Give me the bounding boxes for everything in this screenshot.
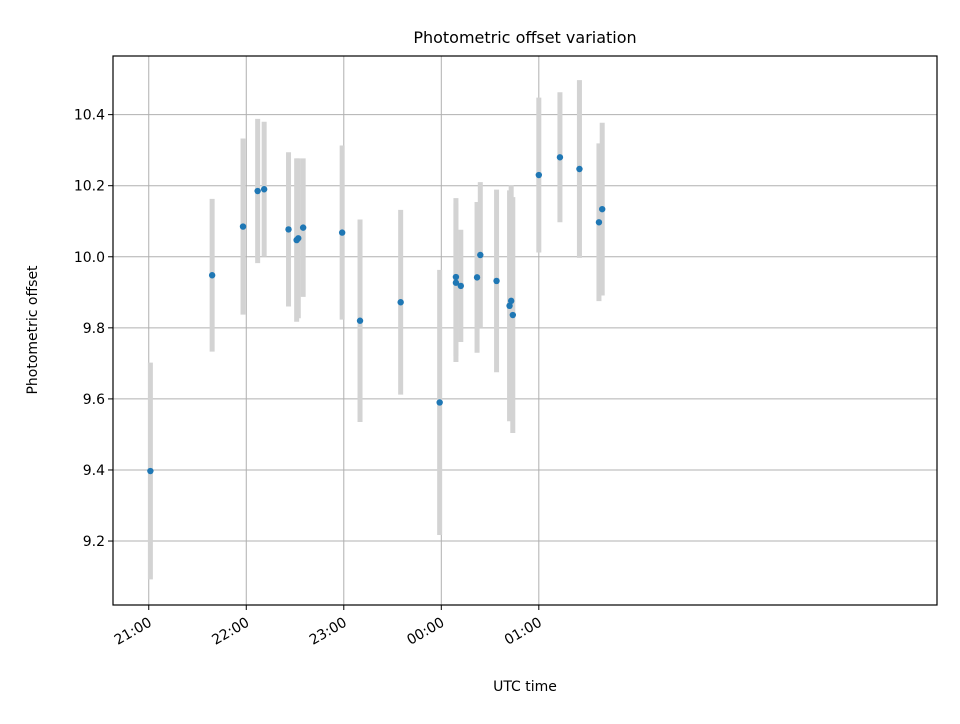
data-point — [147, 467, 154, 475]
data-point — [239, 223, 247, 230]
y-tick-label: 10.0 — [74, 250, 105, 266]
data-point — [208, 272, 216, 279]
data-point — [556, 154, 564, 161]
x-tick-label: 21:00 — [112, 615, 155, 649]
data-point — [477, 251, 484, 259]
data-point — [338, 229, 346, 236]
data-point — [285, 226, 292, 233]
data-point — [436, 399, 443, 406]
data-points — [147, 154, 606, 475]
y-tick-label: 9.2 — [83, 534, 105, 550]
y-tick-label: 9.4 — [83, 463, 105, 479]
chart-title: Photometric offset variation — [413, 28, 636, 47]
data-point — [509, 311, 517, 319]
data-point — [452, 273, 460, 281]
y-tick-label: 10.2 — [74, 179, 105, 195]
data-point — [473, 274, 481, 281]
data-point — [299, 224, 307, 231]
x-tick-label: 23:00 — [307, 615, 350, 649]
data-point — [254, 187, 261, 195]
plot-frame — [112, 55, 938, 606]
y-tick-label: 9.8 — [83, 321, 105, 337]
data-point — [260, 186, 268, 193]
data-point — [356, 317, 364, 324]
data-point — [452, 279, 460, 286]
grid — [113, 56, 937, 605]
data-point — [397, 299, 404, 306]
data-point — [295, 235, 302, 242]
data-point — [535, 171, 543, 179]
x-axis-label: UTC time — [493, 679, 557, 695]
data-point — [507, 297, 515, 305]
x-axis-ticks: 21:00 22:00 23:00 00:00 01:00 — [112, 605, 545, 649]
data-point — [457, 282, 465, 290]
y-axis-label: Photometric offset — [25, 265, 41, 395]
y-tick-label: 10.4 — [74, 108, 105, 124]
y-axis-ticks: 9.2 9.4 9.6 9.8 10.0 10.2 10.4 — [74, 108, 113, 550]
data-point — [598, 205, 606, 213]
data-point — [595, 219, 603, 226]
data-point — [493, 277, 500, 285]
data-point — [506, 302, 513, 310]
x-tick-label: 01:00 — [502, 615, 545, 649]
error-bars — [147, 80, 605, 580]
x-tick-label: 22:00 — [209, 615, 252, 649]
y-tick-label: 9.6 — [83, 392, 105, 408]
x-tick-label: 00:00 — [404, 615, 447, 649]
data-point — [576, 165, 583, 173]
